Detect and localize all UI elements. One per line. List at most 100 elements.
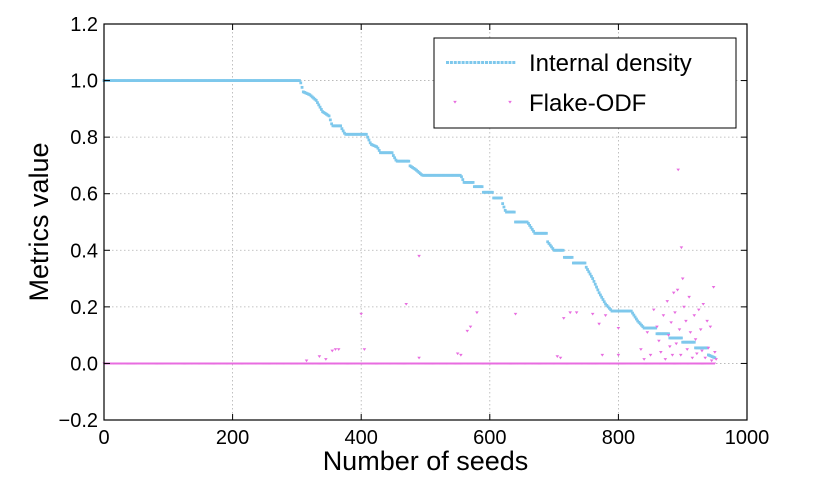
flake-odf-point [680, 277, 685, 281]
internal-density-point [364, 132, 368, 136]
internal-density-point [393, 156, 397, 160]
internal-density-point [593, 282, 597, 286]
x-tick-label: 200 [216, 427, 249, 449]
internal-density-point [299, 81, 303, 85]
internal-density-point [502, 205, 506, 209]
internal-density-point [512, 210, 516, 214]
internal-density-point [319, 108, 323, 111]
legend-marker [469, 61, 473, 64]
internal-density-point [601, 298, 605, 301]
internal-density-point [595, 285, 598, 289]
internal-density-point [366, 135, 370, 139]
internal-density-point [544, 231, 548, 235]
legend-marker [488, 61, 492, 64]
x-axis-label: Number of seeds [323, 446, 529, 476]
flake-odf-point [711, 285, 716, 289]
flake-odf-point [459, 353, 463, 357]
internal-density-point [548, 243, 552, 247]
legend: Internal density Flake-ODF [433, 37, 737, 129]
flake-odf-point [659, 351, 663, 354]
y-tick-label: 1.2 [70, 14, 98, 36]
internal-density-point [330, 122, 334, 126]
legend-marker [453, 100, 457, 104]
internal-density-point [316, 101, 319, 105]
flake-odf-point [684, 319, 688, 323]
internal-density-point [503, 209, 507, 212]
flake-odf-point [701, 302, 706, 306]
internal-density-point [471, 181, 475, 184]
internal-density-point [607, 306, 611, 310]
flake-odf-point [674, 342, 679, 346]
flake-odf-point [675, 288, 680, 292]
flake-odf-series [102, 168, 718, 365]
internal-density-point [586, 268, 589, 271]
legend-marker [473, 61, 477, 64]
internal-density-point [606, 305, 610, 309]
internal-density-point [529, 225, 533, 229]
internal-density-point [629, 309, 633, 313]
flake-odf-point [465, 329, 470, 333]
legend-marker [512, 61, 516, 64]
flake-odf-point [661, 314, 666, 317]
internal-density-point [501, 202, 505, 206]
internal-density-point [583, 261, 587, 265]
flake-odf-point [324, 358, 328, 361]
flake-odf-point [655, 325, 659, 329]
x-tick-label: 800 [602, 427, 635, 449]
x-tick-label: 0 [98, 427, 109, 449]
flake-odf-point [555, 355, 560, 358]
internal-density-point [638, 322, 642, 326]
internal-density-point [376, 146, 380, 150]
flake-odf-point [317, 355, 322, 358]
legend-marker [449, 61, 453, 64]
internal-density-point [314, 98, 318, 102]
flake-odf-point [600, 353, 605, 357]
flake-odf-point [558, 356, 563, 360]
flake-odf-point [700, 349, 704, 353]
flake-odf-point [590, 312, 595, 316]
flake-odf-point [682, 305, 686, 309]
internal-density-point [591, 277, 595, 280]
flake-odf-point [696, 308, 701, 312]
flake-odf-point [330, 349, 335, 353]
internal-density-point [598, 293, 602, 297]
flake-odf-point [678, 353, 683, 357]
flake-odf-point [671, 291, 676, 295]
internal-density-point [654, 326, 658, 330]
flake-odf-point [673, 311, 677, 315]
flake-odf-point [648, 353, 653, 357]
legend-key-internal-density [446, 61, 516, 64]
flake-odf-point [645, 331, 650, 334]
internal-density-point [340, 127, 344, 131]
flake-odf-point [693, 338, 698, 342]
flake-odf-point [616, 353, 621, 357]
internal-density-point [596, 288, 600, 292]
legend-marker [508, 61, 512, 64]
flake-odf-point [668, 345, 672, 349]
y-tick-label: 0.6 [70, 184, 98, 206]
legend-marker [496, 61, 500, 64]
y-tick-label: 1.0 [70, 71, 98, 93]
legend-marker [457, 61, 461, 64]
internal-density-point [561, 248, 565, 252]
legend-marker [481, 61, 485, 64]
internal-density-point [636, 319, 640, 323]
internal-density-point [550, 245, 553, 249]
internal-density-point [588, 272, 592, 276]
flake-odf-point [663, 358, 668, 361]
flake-odf-point [568, 311, 572, 315]
internal-density-point [375, 145, 379, 149]
x-tick-label: 1000 [725, 427, 770, 449]
internal-density-point [587, 270, 591, 274]
legend-label-flake-odf: Flake-ODF [529, 90, 646, 117]
internal-density-point [341, 129, 345, 133]
internal-density-point [705, 346, 709, 350]
flake-odf-point [709, 359, 714, 363]
internal-density-point [641, 325, 645, 329]
flake-odf-point [603, 314, 608, 317]
flake-odf-point [708, 325, 713, 329]
flake-odf-point [475, 311, 479, 315]
internal-density-point [317, 103, 321, 107]
x-tick-labels: 0 200 400 600 800 1000 [98, 427, 769, 449]
